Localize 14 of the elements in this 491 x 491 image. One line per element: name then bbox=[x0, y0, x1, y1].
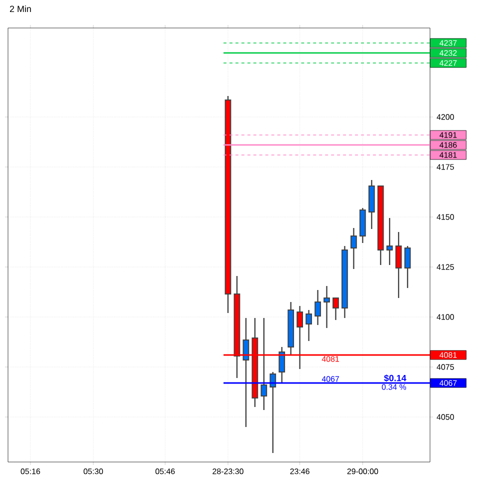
candlestick bbox=[395, 231, 402, 299]
chart-title: 2 Min bbox=[10, 6, 31, 12]
candlestick bbox=[324, 285, 330, 329]
candlestick bbox=[386, 217, 393, 266]
candlestick bbox=[278, 346, 286, 384]
candlestick bbox=[306, 309, 312, 342]
candlestick bbox=[332, 297, 339, 321]
candlestick bbox=[260, 317, 268, 411]
candlestick bbox=[404, 245, 411, 289]
annotation: $0.14 bbox=[384, 374, 406, 382]
candlestick bbox=[350, 227, 357, 270]
candlestick bbox=[270, 371, 276, 454]
candlestick bbox=[242, 317, 250, 428]
candlestick bbox=[314, 289, 321, 326]
